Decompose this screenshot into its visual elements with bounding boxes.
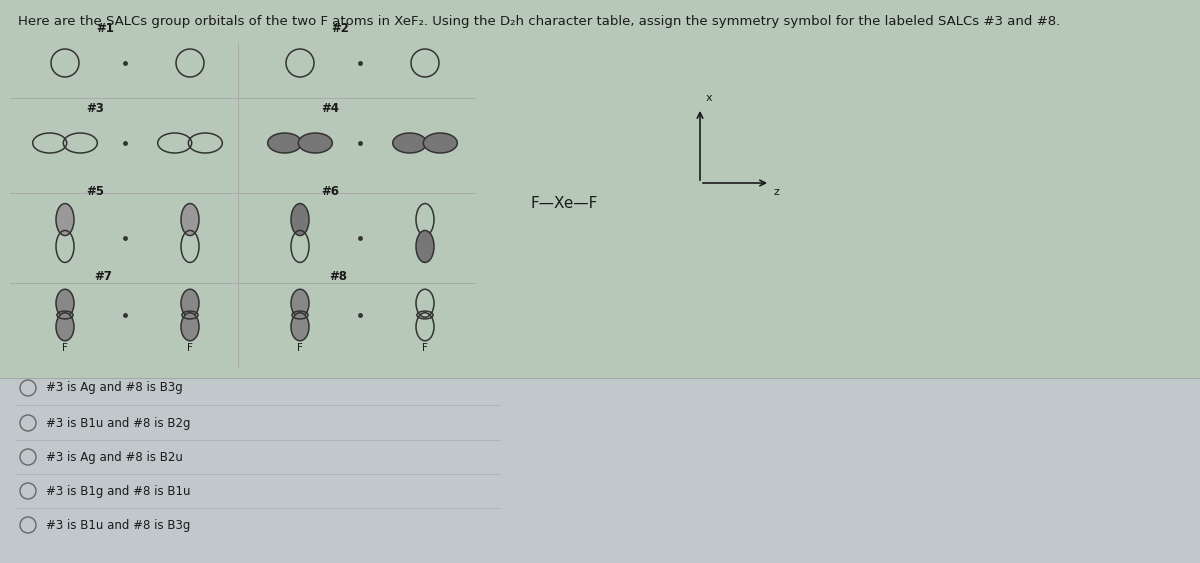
Text: #3 is B1g and #8 is B1u: #3 is B1g and #8 is B1u [46, 485, 191, 498]
Ellipse shape [299, 133, 332, 153]
Ellipse shape [416, 230, 434, 262]
Text: Here are the SALCs group orbitals of the two F atoms in XeF₂. Using the D₂h char: Here are the SALCs group orbitals of the… [18, 15, 1061, 28]
Text: #2: #2 [331, 22, 349, 35]
Ellipse shape [181, 204, 199, 235]
Ellipse shape [268, 133, 301, 153]
FancyBboxPatch shape [0, 378, 1200, 563]
Ellipse shape [56, 289, 74, 317]
Text: #1: #1 [96, 22, 114, 35]
Text: F—Xe—F: F—Xe—F [530, 195, 598, 211]
Ellipse shape [392, 133, 427, 153]
Text: #3 is B1u and #8 is B2g: #3 is B1u and #8 is B2g [46, 417, 191, 430]
Text: F: F [62, 343, 68, 353]
Text: #3 is Ag and #8 is B2u: #3 is Ag and #8 is B2u [46, 450, 182, 463]
Ellipse shape [56, 313, 74, 341]
Ellipse shape [424, 133, 457, 153]
Text: F: F [187, 343, 193, 353]
Text: #4: #4 [322, 102, 340, 115]
Text: #3: #3 [86, 102, 104, 115]
Text: #6: #6 [322, 185, 340, 198]
Text: z: z [774, 187, 780, 197]
Text: #8: #8 [329, 270, 347, 283]
Ellipse shape [181, 289, 199, 317]
Text: #3 is B1u and #8 is B3g: #3 is B1u and #8 is B3g [46, 519, 191, 531]
Text: #3 is Ag and #8 is B3g: #3 is Ag and #8 is B3g [46, 382, 182, 395]
Ellipse shape [292, 204, 310, 235]
Text: x: x [706, 93, 713, 103]
Text: #5: #5 [86, 185, 104, 198]
Text: F: F [298, 343, 302, 353]
Ellipse shape [292, 289, 310, 317]
Ellipse shape [56, 204, 74, 235]
Ellipse shape [181, 313, 199, 341]
Ellipse shape [292, 313, 310, 341]
Text: F: F [422, 343, 428, 353]
Text: #7: #7 [94, 270, 112, 283]
